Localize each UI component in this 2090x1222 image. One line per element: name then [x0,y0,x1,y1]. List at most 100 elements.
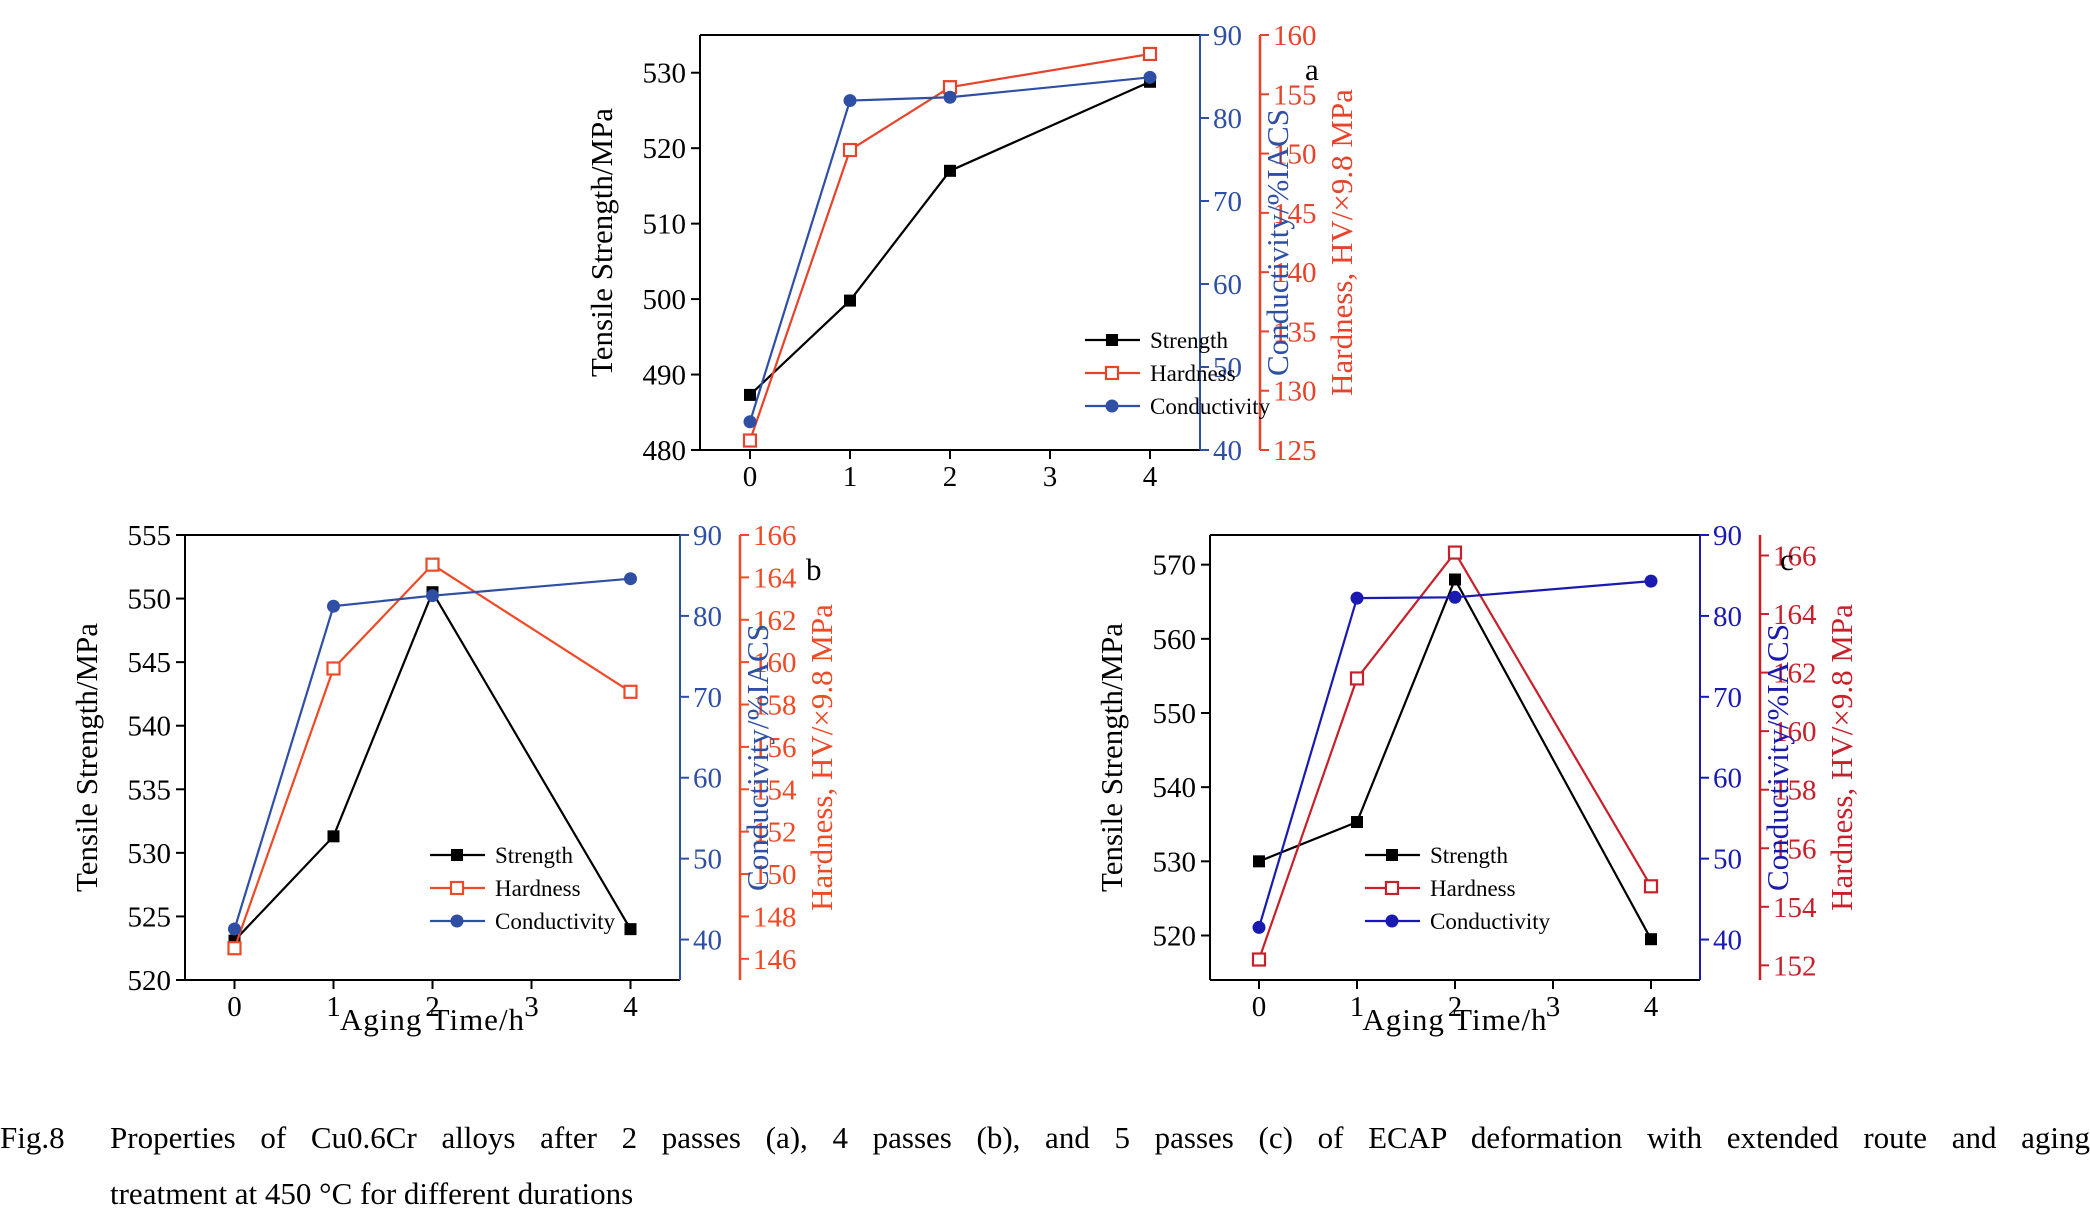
y-conductivity-tick-label: 60 [693,763,722,795]
data-point-conductivity [743,415,757,429]
x-tick-label: 0 [743,461,758,490]
data-point-strength [1351,816,1363,829]
data-point-conductivity [1350,591,1364,605]
y-hardness-tick-label: 130 [1273,376,1317,408]
figure-number: Fig.8 [0,1120,65,1155]
legend-label-conductivity: Conductivity [1150,394,1271,419]
y-left-tick-label: 520 [128,965,172,997]
data-point-hardness [227,941,242,956]
series-line-strength [1258,576,1652,940]
y-conductivity-tick-label: 60 [1713,763,1742,795]
y-conductivity-tick-label: 50 [1213,352,1242,384]
chart-panel-a: 0 1 2 3 4 480 490 500 510 520 530 40 50 60 70 80 90 125 13… [584,20,1359,490]
y-conductivity-tick-label: 80 [1213,103,1242,135]
data-point-strength [744,388,756,401]
data-point-conductivity [1143,70,1157,84]
data-point-hardness [326,661,341,676]
y-conductivity-axis-label: Conductivity/%IACS [1760,624,1795,891]
legend-marker [451,849,463,861]
y-hardness-tick-label: 158 [1773,775,1817,807]
y-left-tick-label: 490 [643,360,687,392]
y-conductivity-tick-label: 70 [693,682,722,714]
y-left-tick-label: 520 [643,133,687,165]
y-hardness-tick-label: 156 [753,732,797,764]
y-left-axis-label: Tensile Strength/MPa [69,623,104,892]
panel-label: b [806,552,822,587]
y-hardness-tick-label: 152 [1773,950,1817,982]
y-hardness-tick-label: 154 [753,774,797,806]
y-left-tick-label: 525 [128,901,172,933]
y-conductivity-axis-label: Conductivity/%IACS [1260,109,1295,376]
data-point-hardness [623,684,638,699]
data-point-conductivity [624,572,637,586]
legend-marker [1384,880,1400,896]
series-line-hardness [1257,550,1652,960]
y-conductivity-tick-label: 50 [693,844,722,876]
x-tick-label: 4 [1143,461,1158,490]
data-point-hardness [842,142,858,158]
y-hardness-tick-label: 154 [1773,892,1817,924]
legend-marker [1105,399,1119,413]
y-hardness-tick-label: 158 [753,690,797,722]
data-point-hardness [1251,952,1267,967]
caption-line-2: treatment at 450 °C for different durati… [110,1176,634,1211]
legend-label-hardness: Hardness [1150,361,1236,386]
x-tick-label: 1 [1350,991,1365,1023]
data-point-conductivity [843,94,857,108]
y-left-tick-label: 540 [128,711,172,743]
legend-label-conductivity: Conductivity [1430,909,1551,934]
y-hardness-axis-label: Hardness, HV/×9.8 MPa [804,604,839,911]
y-left-tick-label: 560 [1153,624,1197,656]
y-hardness-axis-label: Hardness, HV/×9.8 MPa [1824,604,1859,911]
y-hardness-tick-label: 166 [1773,540,1817,572]
y-left-tick-label: 535 [128,774,172,806]
data-point-conductivity [1644,574,1658,588]
legend-label-strength: Strength [1150,328,1228,353]
data-point-conductivity [943,90,957,104]
data-point-conductivity [1252,920,1266,934]
legend-marker [1106,334,1118,346]
y-hardness-tick-label: 164 [753,562,797,594]
y-conductivity-tick-label: 60 [1213,269,1242,301]
panel-label: a [1305,52,1319,87]
y-hardness-tick-label: 166 [753,520,797,552]
data-point-hardness [425,557,440,572]
y-left-tick-label: 530 [128,838,172,870]
x-tick-label: 3 [1546,991,1561,1023]
y-hardness-tick-label: 162 [753,605,797,637]
y-left-tick-label: 530 [1153,846,1197,878]
series-line-conductivity [1257,580,1652,928]
x-axis-label: Aging Time/h [1362,1002,1547,1037]
y-conductivity-tick-label: 70 [1713,682,1742,714]
data-point-hardness [742,433,758,448]
y-hardness-tick-label: 152 [753,817,797,849]
y-conductivity-tick-label: 80 [693,601,722,633]
y-hardness-tick-label: 146 [753,944,797,976]
x-tick-label: 0 [1252,991,1267,1023]
y-left-tick-label: 545 [128,647,172,679]
y-hardness-tick-label: 156 [1773,833,1817,865]
chart-panel-b: 0 1 2 3 4 Aging Time/h 520 525 530 535 540 545 550 55… [69,520,839,1037]
chart-panel-c: 0 1 2 3 4 Aging Time/h 520 530 540 550 560 570 40 50 6… [1094,520,1859,1037]
x-tick-label: 0 [227,991,242,1023]
y-conductivity-tick-label: 90 [1713,520,1742,552]
x-tick-label: 1 [843,461,858,490]
y-hardness-tick-label: 150 [753,859,797,891]
legend-label-strength: Strength [1430,843,1508,868]
y-conductivity-tick-label: 70 [1213,186,1242,218]
y-hardness-tick-label: 140 [1273,257,1317,289]
x-tick-label: 1 [326,991,341,1023]
y-hardness-tick-label: 160 [753,647,797,679]
y-left-tick-label: 510 [643,209,687,241]
y-hardness-axis-label: Hardness, HV/×9.8 MPa [1324,89,1359,396]
data-point-hardness [1643,879,1659,894]
y-left-tick-label: 550 [1153,698,1197,730]
x-tick-label: 2 [1448,991,1463,1023]
y-hardness-tick-label: 162 [1773,658,1817,690]
legend-marker [450,914,464,928]
x-tick-label: 4 [623,991,638,1023]
data-point-hardness [1447,545,1463,560]
x-tick-label: 3 [1043,461,1058,490]
y-conductivity-tick-label: 40 [693,925,722,957]
y-conductivity-tick-label: 40 [1213,435,1242,467]
